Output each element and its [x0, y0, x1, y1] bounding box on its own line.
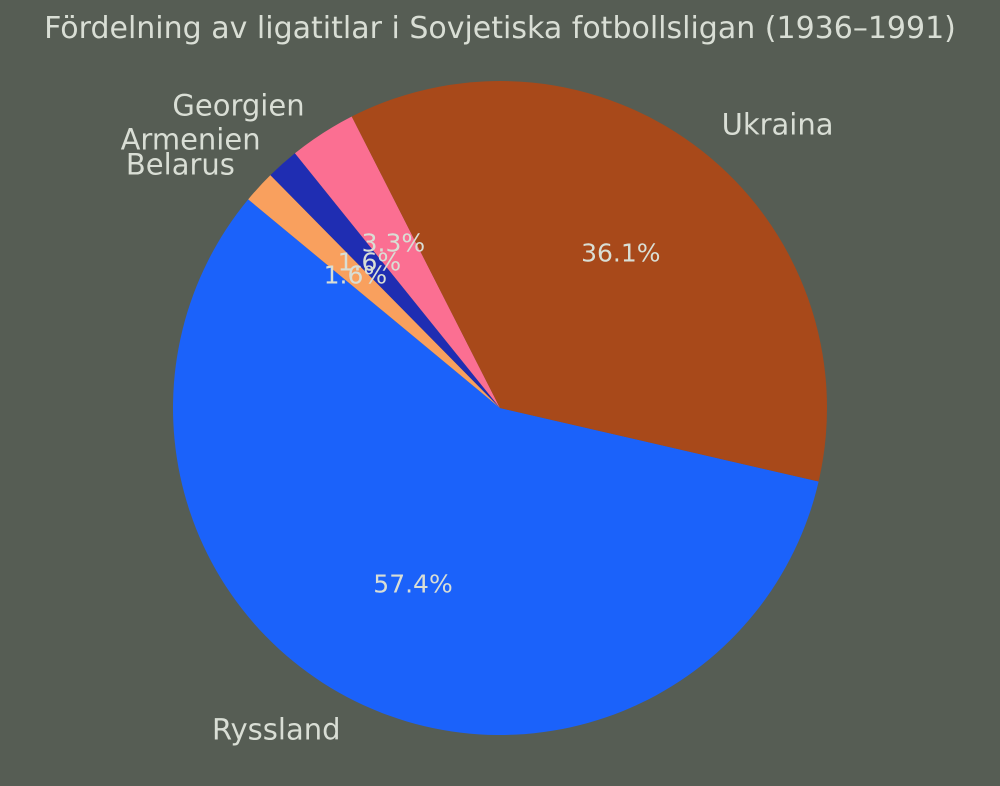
- chart-title: Fördelning av ligatitlar i Sovjetiska fo…: [44, 11, 956, 46]
- slice-label-georgien: Georgien: [172, 88, 305, 123]
- slice-label-belarus: Belarus: [125, 147, 235, 182]
- pie-slice-belarus: [248, 175, 500, 408]
- pct-label-ryssland: 57.4%: [373, 569, 453, 599]
- slice-label-ryssland: Ryssland: [211, 712, 341, 747]
- pct-label-georgien: 3.3%: [361, 228, 426, 258]
- slice-label-ukraina: Ukraina: [721, 107, 834, 142]
- pie-slice-armenien: [270, 153, 500, 408]
- pie-slice-ukraina: [351, 81, 828, 482]
- pct-label-ukraina: 36.1%: [581, 238, 661, 268]
- pct-label-belarus: 1.6%: [323, 260, 388, 290]
- pie-slice-ryssland: [172, 199, 819, 736]
- slice-label-armenien: Armenien: [120, 122, 261, 156]
- pie-slice-georgien: [294, 116, 500, 408]
- pct-label-armenien: 1.6%: [337, 247, 402, 277]
